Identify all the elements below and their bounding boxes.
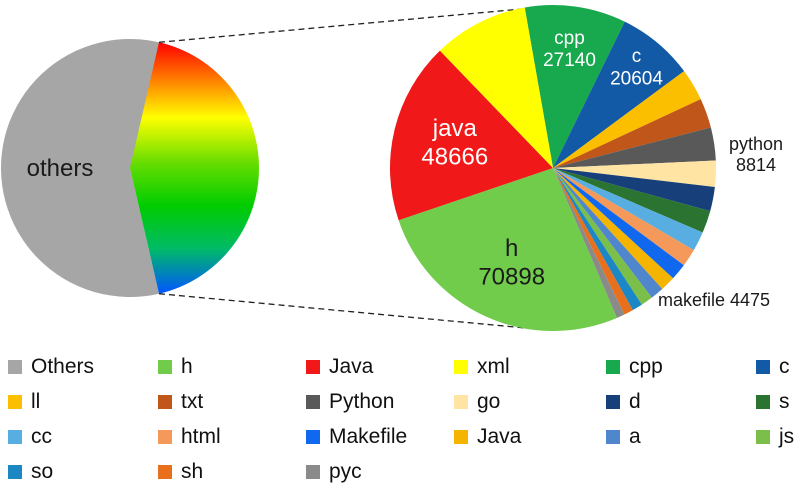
slice-cpp (524, 5, 625, 169)
label-makefile: makefile 4475 (658, 290, 770, 310)
legend-label: go (477, 390, 501, 413)
legend-swatch (454, 430, 468, 444)
label-c: c 20604 (610, 46, 663, 89)
legend-item: s (756, 389, 790, 415)
slice-d (553, 168, 715, 212)
label-h: h 70898 (478, 235, 545, 290)
legend-swatch (158, 465, 172, 479)
legend-swatch (158, 430, 172, 444)
legend-item: Java (454, 424, 521, 450)
legend-item: sh (158, 459, 203, 485)
legend-item: h (158, 354, 193, 380)
legend-label: Python (329, 390, 395, 413)
legend-label: cpp (629, 355, 663, 378)
legend-item: a (606, 424, 641, 450)
legend-swatch (8, 395, 22, 409)
legend-item: Others (8, 354, 94, 380)
legend-item: html (158, 424, 221, 450)
legend-label: sh (181, 460, 204, 483)
slice-python (553, 127, 716, 168)
legend-item: xml (454, 354, 510, 380)
legend-item: Java (306, 354, 373, 380)
legend-label: js (779, 425, 795, 448)
legend-label: html (181, 425, 221, 448)
slice-js (553, 168, 652, 305)
legend-swatch (756, 395, 770, 409)
legend-item: cc (8, 424, 52, 450)
legend-label: Java (329, 355, 374, 378)
connector-bottom (158, 293, 548, 331)
legend-label: h (181, 355, 193, 378)
legend-swatch (306, 395, 320, 409)
legend-swatch (8, 465, 22, 479)
slice-Java (553, 168, 674, 289)
legend-label: d (629, 390, 641, 413)
legend-item: Makefile (306, 424, 407, 450)
left-pie: others (0, 38, 259, 297)
legend-label: pyc (329, 460, 362, 483)
slice-java (389, 50, 553, 221)
connector-lines (158, 6, 548, 331)
slice-txt (553, 99, 711, 168)
legend-label: a (629, 425, 641, 448)
legend-item: so (8, 459, 53, 485)
right-pie (389, 5, 717, 331)
slice-h (398, 168, 617, 331)
slice-a (553, 168, 663, 298)
slice-html (553, 168, 694, 266)
legend-item: txt (158, 389, 203, 415)
left-slice-label: others (27, 155, 94, 182)
legend-swatch (606, 395, 620, 409)
slice-go (553, 160, 717, 187)
legend-item: go (454, 389, 500, 415)
legend-swatch (756, 360, 770, 374)
legend-label: txt (181, 390, 204, 413)
legend-label: Java (477, 425, 522, 448)
legend-swatch (306, 430, 320, 444)
slice-pyc (553, 168, 625, 318)
slice-s (553, 168, 711, 233)
legend-swatch (756, 430, 770, 444)
legend-label: c (779, 355, 790, 378)
legend-item: cpp (606, 354, 663, 380)
connector-top (158, 6, 544, 43)
legend-item: Python (306, 389, 394, 415)
legend-label: so (31, 460, 54, 483)
slice-so (553, 168, 642, 311)
legend-item: js (756, 424, 794, 450)
slice-c (553, 21, 685, 169)
slice-xml (439, 7, 553, 169)
legend-swatch (8, 430, 22, 444)
left-slice-top-types (130, 42, 259, 294)
pie-of-pie-chart: others h 70898 java 48666 cpp 27140 c 20604 pyth… (0, 5, 783, 331)
label-cpp: cpp 27140 (543, 28, 596, 71)
legend-item: d (606, 389, 641, 415)
legend-swatch (454, 360, 468, 374)
slice-ll (553, 71, 701, 168)
legend-swatch (606, 430, 620, 444)
legend-swatch (8, 360, 22, 374)
legend-item: c (756, 354, 790, 380)
slice-sh (553, 168, 633, 315)
data-labels: h 70898 java 48666 cpp 27140 c 20604 python 8814 m… (421, 28, 783, 310)
legend-swatch (306, 360, 320, 374)
legend-swatch (158, 395, 172, 409)
slice-cc (553, 168, 703, 251)
legend-swatch (454, 395, 468, 409)
legend-label: s (779, 390, 790, 413)
label-python: python 8814 (729, 134, 783, 175)
slice-makefile (553, 168, 684, 279)
legend-swatch (606, 360, 620, 374)
legend-label: xml (477, 355, 510, 378)
legend-item: ll (8, 389, 40, 415)
legend-swatch (158, 360, 172, 374)
legend-label: ll (31, 390, 41, 413)
legend-label: cc (31, 425, 52, 448)
legend-swatch (306, 465, 320, 479)
legend: Others h Java xml cpp c ll txt Python go d s cc html M… (0, 348, 800, 502)
legend-label: Others (31, 355, 95, 378)
label-java: java 48666 (421, 115, 488, 170)
legend-item: pyc (306, 459, 362, 485)
legend-label: Makefile (329, 425, 408, 448)
